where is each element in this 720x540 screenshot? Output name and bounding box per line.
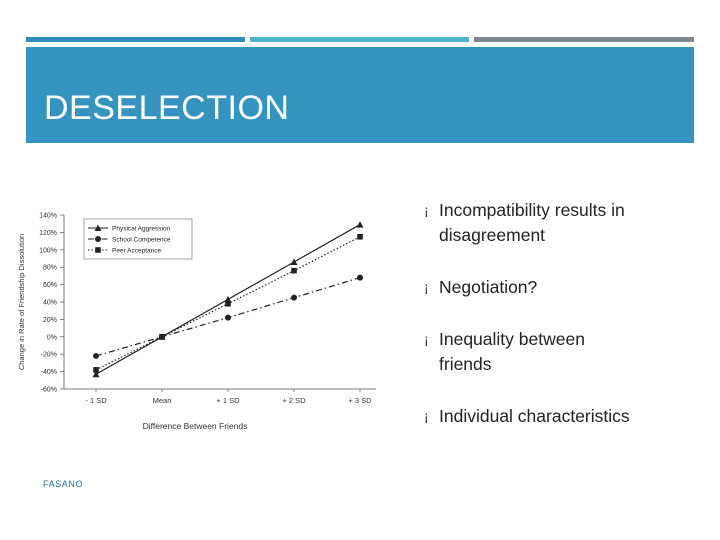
author-footer: FASANO bbox=[43, 479, 84, 489]
x-tick-label: + 3 SD bbox=[348, 396, 372, 405]
y-tick-label: 80% bbox=[43, 265, 57, 272]
data-point bbox=[356, 221, 364, 228]
legend-marker bbox=[95, 236, 101, 242]
accent-bar-blue bbox=[26, 37, 245, 42]
bullet-line: friends bbox=[439, 354, 492, 374]
x-tick-label: Mean bbox=[153, 396, 172, 405]
y-tick-label: -60% bbox=[41, 387, 57, 394]
legend-label: Physical Aggression bbox=[112, 226, 171, 233]
bullet-list: ¡ Incompatibility results in disagreemen… bbox=[424, 198, 704, 456]
data-point bbox=[225, 300, 231, 307]
slide-title: DESELECTION bbox=[44, 89, 290, 127]
bullet-item: ¡ Negotiation? bbox=[424, 275, 704, 300]
bullet-circle-icon: ¡ bbox=[424, 331, 429, 347]
bullet-line: Inequality between bbox=[439, 329, 585, 349]
x-tick-label: - 1 SD bbox=[85, 396, 107, 405]
accent-bar-gray bbox=[474, 37, 694, 42]
friendship-dissolution-chart: 140% 120% 100% 80% 60% 40% 20% 0% -20% -40% -60% - … bbox=[17, 213, 376, 431]
accent-bar-light bbox=[250, 37, 469, 42]
data-point bbox=[357, 233, 363, 240]
legend-label: Peer Acceptance bbox=[112, 248, 162, 255]
data-point bbox=[159, 334, 165, 340]
data-point bbox=[290, 258, 298, 265]
title-banner: DESELECTION bbox=[26, 47, 694, 143]
y-tick-label: 140% bbox=[39, 213, 57, 220]
data-point bbox=[93, 352, 99, 359]
data-point bbox=[224, 295, 232, 303]
y-tick-label: 100% bbox=[39, 247, 57, 254]
legend-marker bbox=[95, 247, 101, 253]
legend-label: School Competence bbox=[112, 237, 171, 244]
bullet-circle-icon: ¡ bbox=[424, 202, 429, 218]
data-point bbox=[357, 274, 363, 281]
y-tick-label: -20% bbox=[41, 352, 57, 359]
bullet-line: disagreement bbox=[439, 225, 546, 245]
bullet-line: Negotiation? bbox=[439, 277, 538, 297]
bullet-item: ¡ Incompatibility results in disagreemen… bbox=[424, 198, 704, 248]
bullet-circle-icon: ¡ bbox=[424, 279, 429, 295]
y-tick-label: 40% bbox=[43, 300, 57, 307]
bullet-item: ¡ Individual characteristics bbox=[424, 404, 704, 429]
legend-marker bbox=[94, 224, 102, 231]
bullet-line: Incompatibility results in bbox=[439, 200, 625, 220]
y-tick-label: 20% bbox=[43, 317, 57, 324]
x-tick-label: + 1 SD bbox=[216, 396, 240, 405]
bullet-line: Individual characteristics bbox=[439, 406, 630, 426]
data-point bbox=[92, 370, 100, 378]
data-point bbox=[225, 314, 231, 321]
y-axis-title: Change in Rate of Friendship Dissolution bbox=[17, 234, 26, 370]
data-point bbox=[93, 367, 99, 373]
data-point bbox=[291, 294, 297, 301]
y-tick-label: 60% bbox=[43, 282, 57, 289]
x-axis-title: Difference Between Friends bbox=[143, 421, 248, 431]
bullet-item: ¡ Inequality between friends bbox=[424, 327, 704, 377]
y-tick-label: 0% bbox=[47, 334, 57, 341]
bullet-circle-icon: ¡ bbox=[424, 408, 429, 424]
data-point bbox=[291, 267, 297, 274]
y-tick-label: 120% bbox=[39, 230, 57, 237]
x-tick-label: + 2 SD bbox=[282, 396, 306, 405]
y-tick-label: -40% bbox=[41, 369, 57, 376]
